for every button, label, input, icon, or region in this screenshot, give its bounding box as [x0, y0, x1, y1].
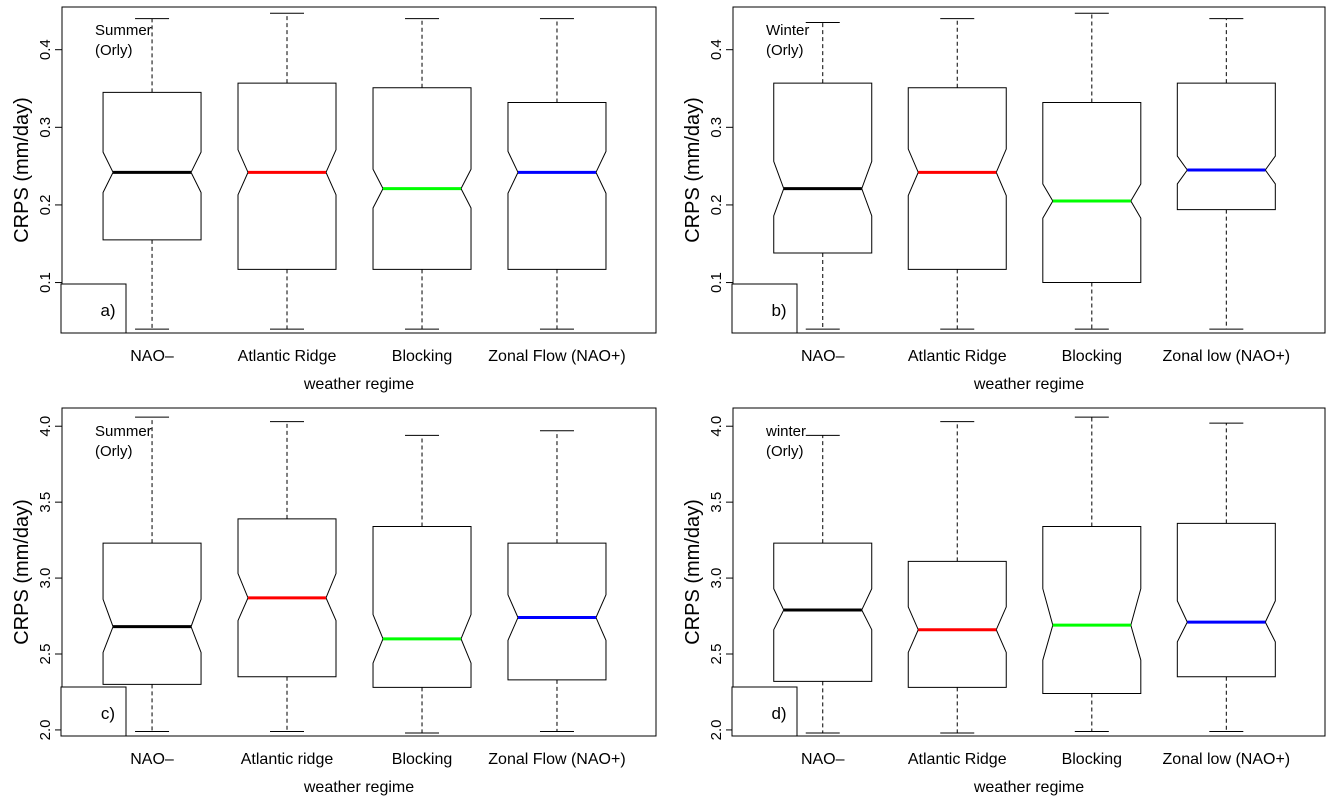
- y-tick-label: 3.0: [37, 568, 54, 589]
- panel-label: d): [771, 704, 786, 723]
- box-4: [1176, 18, 1276, 330]
- notched-box: [1042, 525, 1142, 694]
- notched-box: [907, 560, 1007, 688]
- chart-panel-b: 0.1 0.2 0.3 0.4 CRPS (mm/day) weather regime b…: [682, 6, 1326, 393]
- y-tick-label: 4.0: [708, 416, 725, 437]
- x-tick-label: NAO–: [801, 751, 845, 768]
- notched-box: [507, 101, 607, 270]
- box-4: [507, 18, 607, 330]
- chart-panel-d: 2.0 2.5 3.0 3.5 4.0 CRPS (mm/day) weather regi…: [682, 407, 1326, 796]
- y-tick-label: 2.5: [37, 644, 54, 665]
- y-axis-label: CRPS (mm/day): [682, 499, 704, 645]
- panel-label: a): [100, 301, 115, 320]
- panel-label-box: [60, 686, 127, 737]
- panel-annotation: (Orly): [95, 42, 133, 59]
- notched-box: [1176, 82, 1276, 211]
- panel-label-box: [60, 283, 127, 334]
- panel-annotation: Winter: [766, 22, 809, 39]
- box-2: [907, 421, 1007, 734]
- x-tick-label: Zonal Flow (NAO+): [488, 348, 625, 365]
- notched-box: [1176, 522, 1276, 678]
- y-tick-label: 0.4: [37, 39, 54, 60]
- x-tick-label: NAO–: [130, 348, 174, 365]
- plot-frame: [732, 6, 1326, 334]
- notched-box: [102, 542, 202, 685]
- y-tick-label: 0.2: [37, 194, 54, 215]
- y-axis-label: CRPS (mm/day): [11, 499, 33, 645]
- y-tick-label: 2.5: [708, 644, 725, 665]
- y-axis-label: CRPS (mm/day): [682, 97, 704, 243]
- notched-box: [1042, 101, 1142, 284]
- notched-box: [102, 91, 202, 241]
- plot-frame: [61, 407, 657, 737]
- plot-frame: [61, 6, 657, 334]
- notched-box: [237, 82, 337, 270]
- chart-panel-c: 2.0 2.5 3.0 3.5 4.0 CRPS (mm/day) weather regi…: [11, 407, 657, 796]
- box-1: [102, 416, 202, 732]
- y-tick-label: 0.2: [708, 194, 725, 215]
- x-axis-label: weather regime: [303, 376, 414, 393]
- notched-box: [773, 82, 873, 254]
- box-1: [773, 22, 873, 330]
- y-tick-label: 2.0: [708, 719, 725, 740]
- panel-annotation: (Orly): [95, 443, 133, 460]
- x-axis-label: weather regime: [303, 779, 414, 796]
- x-axis-label: weather regime: [973, 779, 1084, 796]
- x-tick-label: Blocking: [1062, 751, 1122, 768]
- y-tick-label: 3.5: [37, 492, 54, 513]
- y-tick-label: 2.0: [37, 719, 54, 740]
- box-3: [372, 434, 472, 734]
- y-tick-label: 3.0: [708, 568, 725, 589]
- panel-label-box: [731, 686, 798, 737]
- y-tick-label: 0.1: [37, 272, 54, 293]
- notched-box: [507, 542, 607, 681]
- y-tick-label: 3.5: [708, 492, 725, 513]
- x-axis-label: weather regime: [973, 376, 1084, 393]
- x-tick-label: Zonal low (NAO+): [1163, 348, 1291, 365]
- x-tick-label: Zonal Flow (NAO+): [488, 751, 625, 768]
- notched-box: [773, 542, 873, 682]
- panel-annotation: Summer: [95, 22, 152, 39]
- x-tick-label: Atlantic Ridge: [238, 348, 337, 365]
- x-tick-label: NAO–: [130, 751, 174, 768]
- x-tick-label: Blocking: [392, 348, 452, 365]
- box-1: [773, 434, 873, 734]
- box-2: [237, 421, 337, 732]
- x-tick-label: Atlantic Ridge: [908, 348, 1007, 365]
- panel-annotation: Summer: [95, 423, 152, 440]
- box-1: [102, 18, 202, 330]
- box-2: [907, 18, 1007, 330]
- notched-box: [372, 525, 472, 688]
- plot-frame: [732, 407, 1326, 737]
- panel-label: c): [101, 704, 115, 723]
- panel-annotation: (Orly): [766, 443, 804, 460]
- box-3: [372, 18, 472, 330]
- x-tick-label: Blocking: [1062, 348, 1122, 365]
- box-2: [237, 12, 337, 330]
- y-tick-label: 4.0: [37, 416, 54, 437]
- notched-box: [372, 87, 472, 270]
- box-4: [1176, 422, 1276, 732]
- y-tick-label: 0.4: [708, 39, 725, 60]
- x-tick-label: Atlantic ridge: [241, 751, 334, 768]
- box-3: [1042, 12, 1142, 330]
- y-tick-label: 0.1: [708, 272, 725, 293]
- y-axis-label: CRPS (mm/day): [11, 97, 33, 243]
- box-3: [1042, 416, 1142, 732]
- y-tick-label: 0.3: [37, 117, 54, 138]
- panel-label-box: [731, 283, 798, 334]
- panel-label: b): [771, 301, 786, 320]
- x-tick-label: Zonal low (NAO+): [1163, 751, 1291, 768]
- panel-annotation: (Orly): [766, 42, 804, 59]
- notched-box: [907, 87, 1007, 270]
- y-tick-label: 0.3: [708, 117, 725, 138]
- chart-panel-a: 0.1 0.2 0.3 0.4 CRPS (mm/day) weather regime a…: [11, 6, 657, 393]
- panel-annotation: winter: [765, 423, 806, 440]
- box-4: [507, 430, 607, 732]
- x-tick-label: Atlantic Ridge: [908, 751, 1007, 768]
- x-tick-label: Blocking: [392, 751, 452, 768]
- x-tick-label: NAO–: [801, 348, 845, 365]
